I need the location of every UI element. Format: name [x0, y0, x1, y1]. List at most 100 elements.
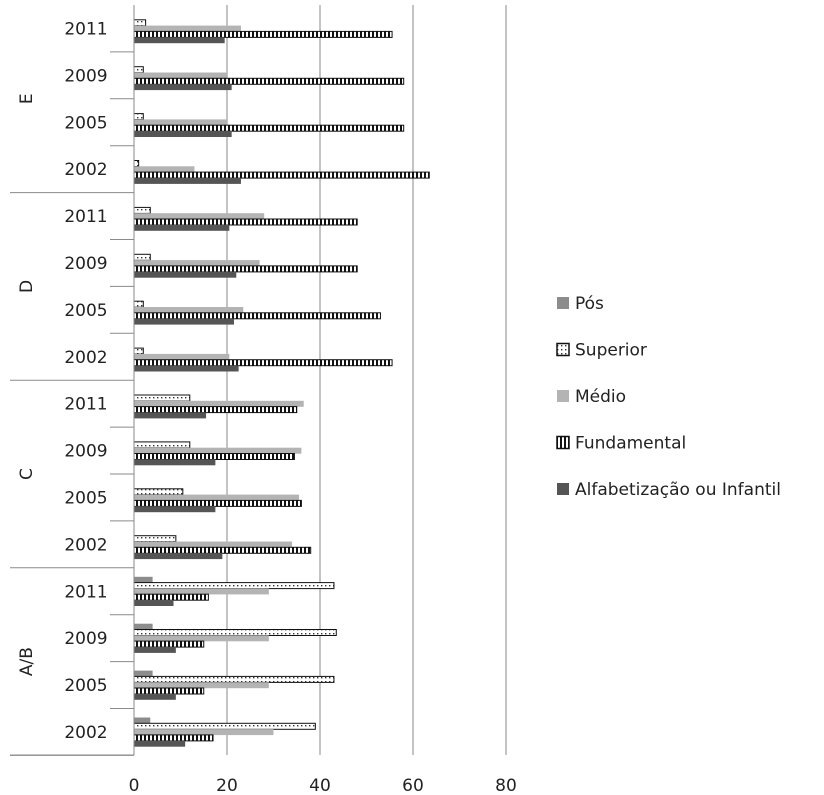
group-label: D [17, 280, 37, 293]
bar-alfabetização-d-2005 [134, 318, 234, 325]
bar-superior-ab-2009 [133, 629, 337, 636]
axis-labels: 0 20 40 60 80 2011 2009 2005 2002 E 2011 2009 2005 20… [17, 19, 517, 795]
bar-superior-e-2009 [133, 66, 144, 74]
year-label: 2011 [64, 207, 107, 227]
bar-médio-c-2002 [134, 541, 293, 548]
bar-fundamental-ab-2009 [133, 640, 205, 648]
bar-médio-e-2009 [134, 72, 227, 79]
x-tick-label: 20 [216, 776, 238, 795]
legend-label: Fundamental [575, 434, 686, 454]
bar-alfabetização-c-2011 [134, 412, 207, 419]
bar-médio-c-2011 [134, 400, 304, 407]
bar-médio-d-2005 [134, 307, 244, 313]
bar-fundamental-c-2009 [133, 453, 295, 460]
bar-alfabetização-d-2002 [134, 365, 239, 372]
bar-médio-ab-2009 [134, 635, 269, 642]
year-label: 2002 [64, 723, 107, 743]
bar-médio-d-2009 [134, 260, 260, 267]
gridlines [226, 5, 507, 755]
legend-label: Pós [575, 294, 604, 314]
bar-alfabetização-d-2009 [134, 271, 237, 278]
legend-label: Superior [575, 341, 647, 361]
bar-médio-c-2005 [134, 494, 300, 501]
bar-fundamental-c-2002 [133, 546, 312, 554]
year-label: 2005 [64, 301, 107, 321]
bar-superior-c-2002 [133, 535, 177, 543]
bar-médio-c-2009 [134, 447, 302, 454]
year-label: 2011 [64, 582, 107, 602]
bar-fundamental-e-2011 [133, 30, 393, 38]
year-label: 2011 [64, 19, 107, 39]
bar-superior-c-2009 [133, 441, 191, 449]
bar-alfabetização-e-2005 [134, 131, 232, 137]
bar-fundamental-c-2011 [133, 406, 298, 414]
bar-superior-d-2005 [133, 300, 144, 308]
year-label: 2005 [64, 488, 107, 508]
bar-fundamental-d-2002 [133, 359, 393, 367]
bar-alfabetização-c-2002 [134, 553, 223, 560]
axes [10, 5, 135, 756]
year-label: 2009 [64, 254, 107, 274]
bar-superior-ab-2011 [133, 582, 335, 590]
bar-fundamental-ab-2011 [133, 593, 209, 601]
bar-superior-c-2011 [133, 394, 191, 402]
x-tick-label: 60 [402, 776, 424, 795]
bar-fundamental-ab-2005 [133, 687, 205, 695]
year-label: 2002 [64, 348, 107, 368]
bar-médio-d-2011 [134, 213, 265, 220]
bar-médio-e-2011 [134, 25, 241, 32]
x-tick-label: 0 [129, 776, 140, 795]
year-label: 2005 [64, 676, 107, 696]
group-label: C [17, 468, 37, 480]
year-label: 2002 [64, 160, 107, 180]
year-label: 2005 [64, 113, 107, 133]
bar-fundamental-e-2005 [133, 124, 405, 132]
legend-label: Alfabetização ou Infantil [575, 480, 781, 500]
legend-swatch [557, 297, 569, 309]
year-label: 2009 [64, 66, 107, 86]
year-label: 2009 [64, 442, 107, 462]
bar-superior-e-2005 [133, 113, 144, 121]
bar-médio-e-2002 [134, 166, 195, 173]
bar-superior-ab-2002 [133, 722, 316, 730]
bar-fundamental-ab-2002 [133, 734, 214, 742]
bar-médio-e-2005 [134, 119, 227, 126]
bar-pós-ab-2009 [134, 623, 153, 630]
legend-swatch [556, 342, 570, 357]
bar-superior-d-2009 [133, 253, 151, 261]
legend-swatch [557, 483, 569, 495]
year-label: 2009 [64, 629, 107, 649]
bar-médio-ab-2011 [134, 588, 269, 595]
bar-alfabetização-e-2002 [134, 177, 241, 184]
bar-alfabetização-d-2011 [134, 224, 230, 231]
bar-médio-d-2002 [134, 353, 230, 360]
bar-alfabetização-c-2005 [134, 506, 216, 513]
bar-fundamental-d-2009 [133, 265, 358, 273]
bar-fundamental-c-2005 [133, 499, 302, 507]
bar-superior-d-2011 [133, 206, 151, 214]
bar-alfabetização-e-2009 [134, 84, 232, 91]
bar-fundamental-e-2009 [133, 77, 405, 85]
bar-superior-c-2005 [133, 488, 184, 496]
x-tick-label: 80 [495, 776, 517, 795]
bar-fundamental-d-2005 [133, 312, 381, 320]
bar-pós-ab-2002 [134, 717, 151, 724]
bar-superior-d-2002 [133, 347, 144, 355]
bar-superior-ab-2005 [133, 675, 335, 683]
legend: Pós Superior Médio Fundamental Alfabetização… [556, 294, 781, 500]
group-label: A/B [17, 647, 37, 676]
bar-alfabetização-e-2011 [134, 37, 225, 44]
year-label: 2002 [64, 535, 107, 555]
legend-label: Médio [575, 387, 626, 407]
bar-alfabetização-ab-2011 [134, 600, 174, 606]
legend-swatch [556, 435, 570, 450]
bar-fundamental-e-2002 [133, 171, 430, 179]
group-label: E [17, 93, 37, 104]
bar-alfabetização-ab-2002 [134, 740, 186, 747]
legend-swatch [557, 390, 569, 402]
bar-pós-ab-2011 [134, 576, 153, 583]
bar-médio-ab-2005 [134, 682, 269, 689]
bar-fundamental-d-2011 [133, 218, 358, 226]
x-tick-label: 40 [309, 776, 331, 795]
